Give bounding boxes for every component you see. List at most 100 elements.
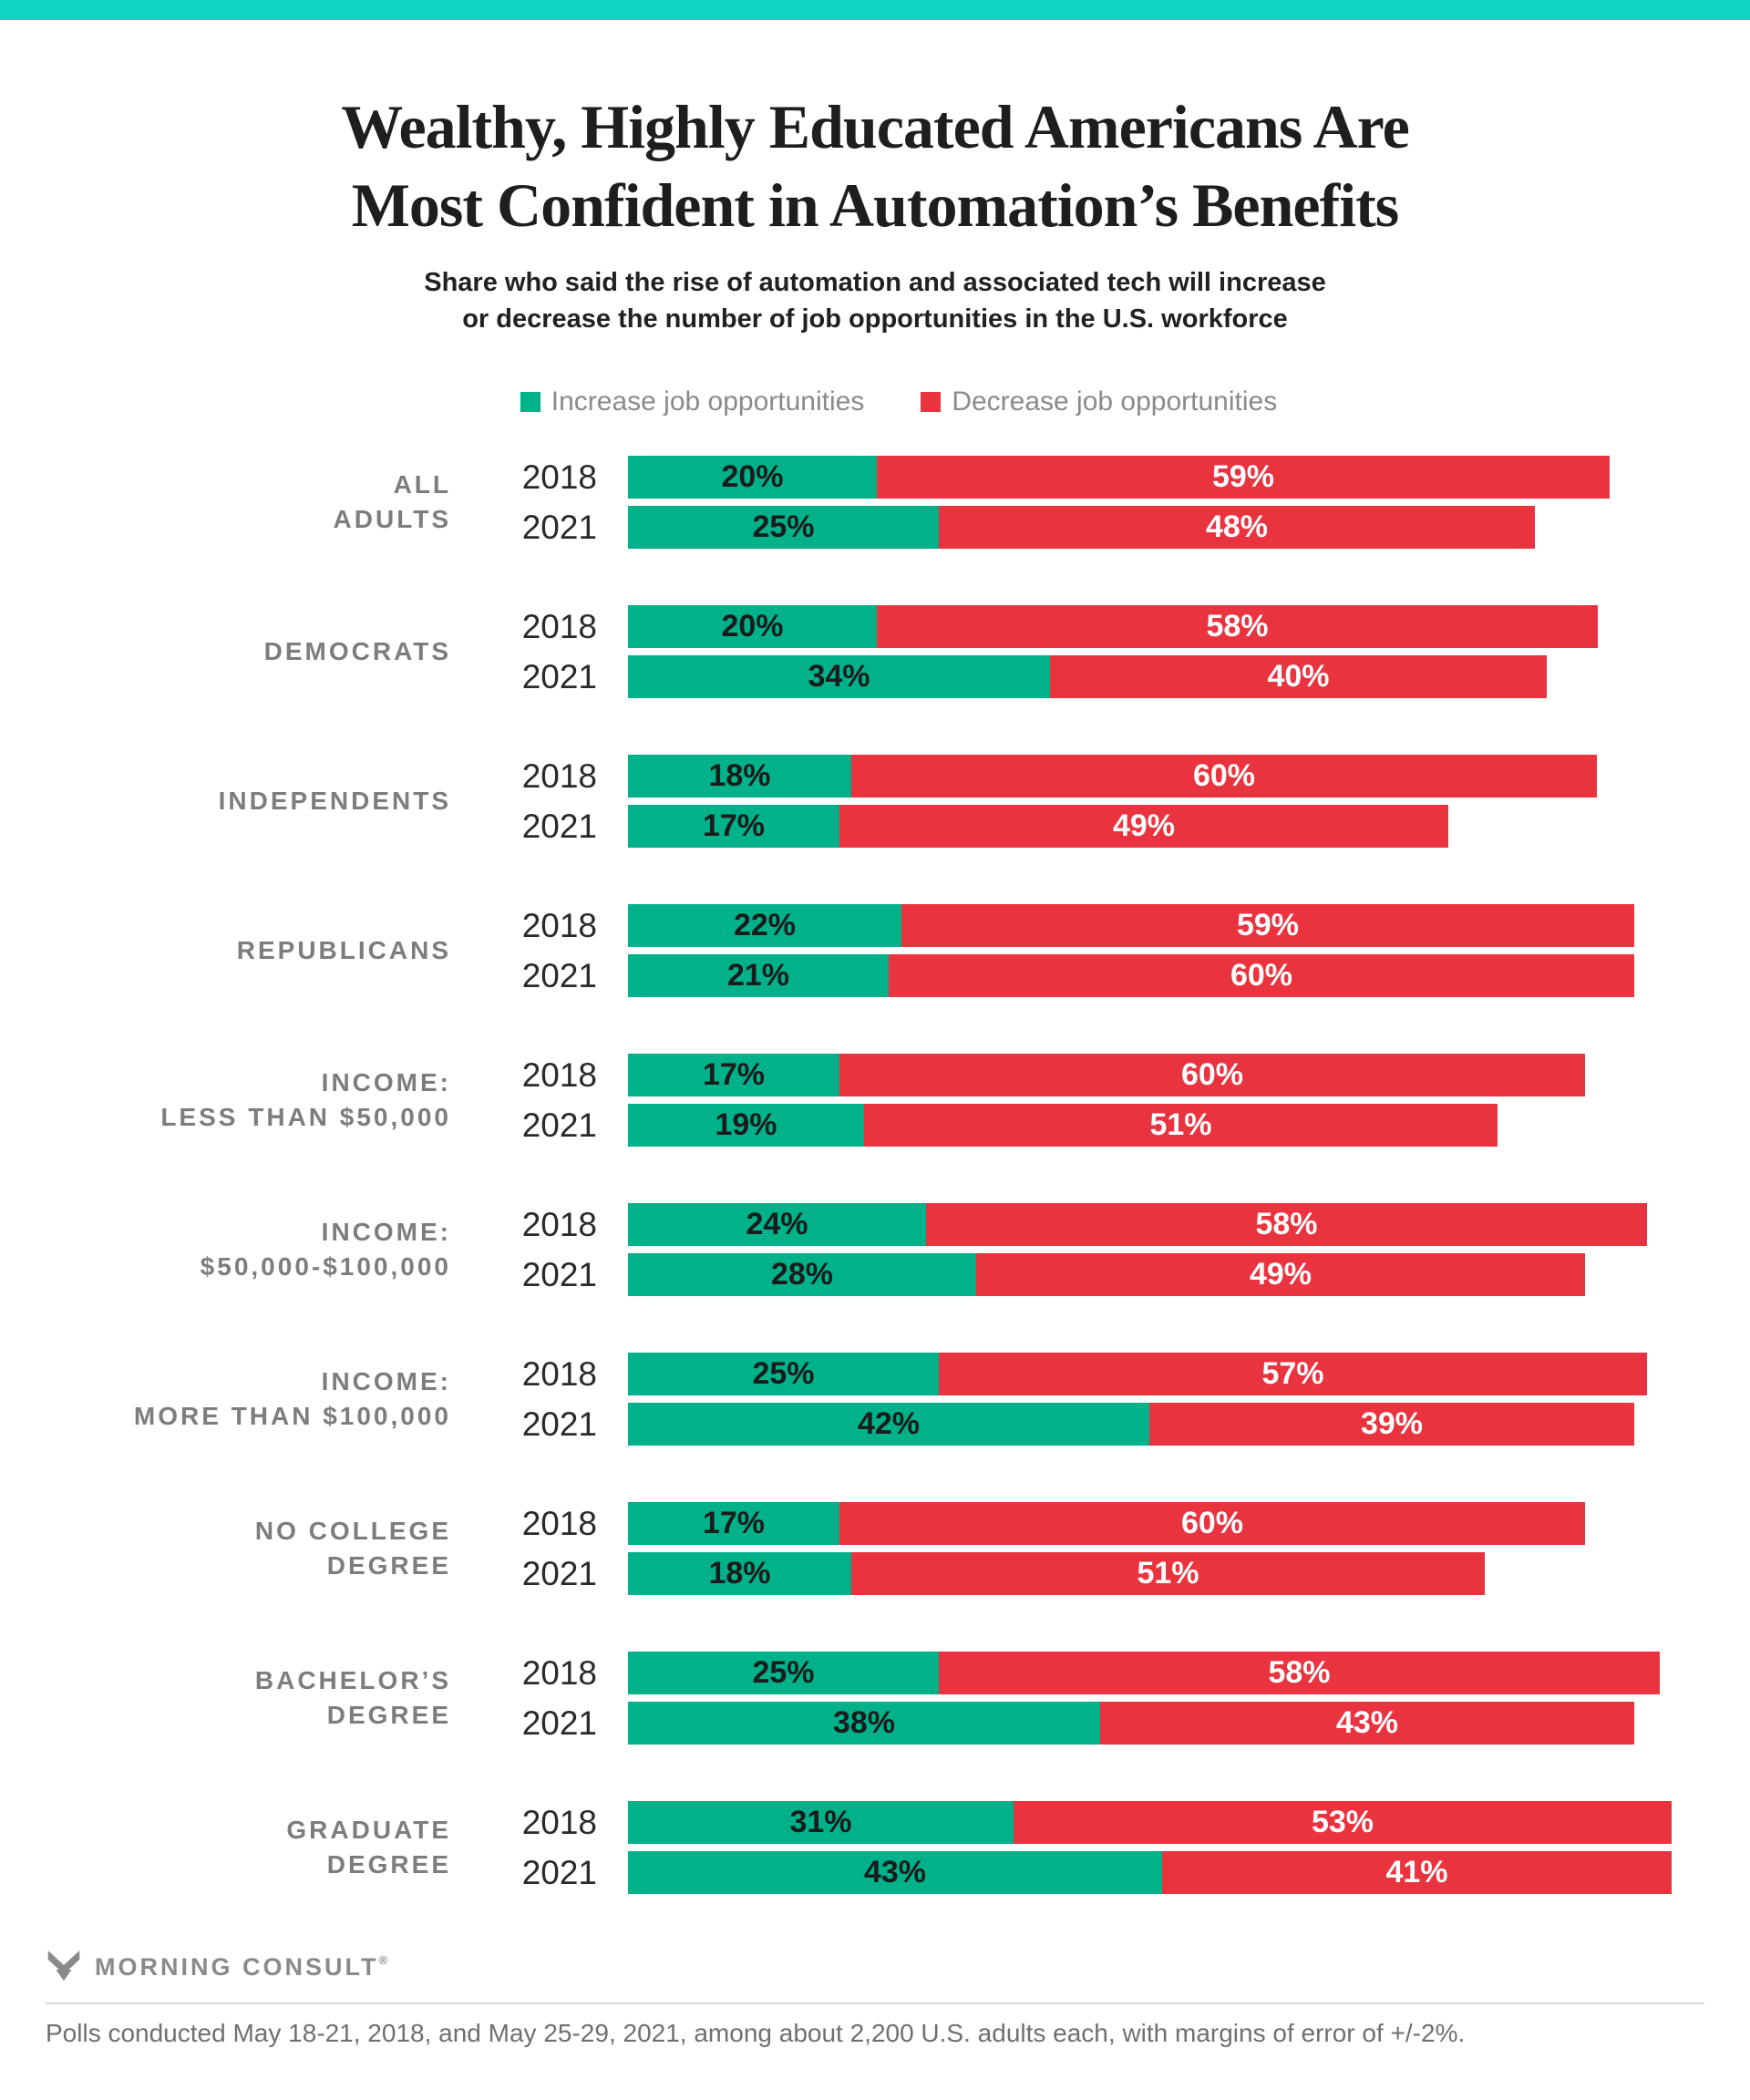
year-label: 2018 [521,607,597,645]
group-rows: 2018 25% 57% 2021 42% 39% [451,1353,1750,1446]
decrease-bar-segment: 51% [851,1552,1485,1595]
year-label: 2018 [521,757,597,795]
chart-group: INCOME: LESS THAN $50,000 2018 17% 60% 2021 19… [0,1054,1750,1147]
bar-row: 2021 18% 51% [451,1552,1750,1595]
year-label: 2021 [521,807,597,845]
decrease-bar-segment: 43% [1100,1702,1634,1745]
year-label: 2021 [521,1106,597,1144]
page-subtitle-line2: or decrease the number of job opportunit… [462,304,1288,334]
registered-mark: ® [378,1953,391,1967]
methodology-note: Polls conducted May 18-21, 2018, and May… [46,2019,1466,2047]
increase-bar-segment: 28% [628,1253,976,1296]
group-rows: 2018 17% 60% 2021 19% 51% [451,1054,1750,1147]
group-label-line: $50,000-$100,000 [200,1252,451,1281]
increase-bar-segment: 25% [628,1652,939,1694]
decrease-bar-segment: 58% [939,1652,1660,1694]
legend-label-increase: Increase job opportunities [551,386,865,417]
increase-bar-segment: 21% [628,954,889,997]
decrease-bar-segment: 49% [976,1253,1585,1296]
increase-bar-segment: 34% [628,655,1050,698]
group-label-line: MORE THAN $100,000 [133,1402,451,1430]
group-label: REPUBLICANS [0,933,451,968]
bar-row: 2021 43% 41% [451,1851,1750,1894]
group-label-line: ALL [393,470,451,499]
decrease-bar-segment: 48% [939,506,1535,549]
year-label: 2021 [521,1853,597,1891]
increase-bar-segment: 22% [628,904,901,947]
chart-group: REPUBLICANS 2018 22% 59% 2021 21% 60% [0,904,1750,997]
year-label: 2021 [521,1554,597,1592]
page-title-line1: Wealthy, Highly Educated Americans Are [341,92,1410,161]
decrease-bar-segment: 49% [839,805,1448,848]
bar-row: 2018 22% 59% [451,904,1750,947]
increase-swatch-icon [520,392,540,412]
group-rows: 2018 17% 60% 2021 18% 51% [451,1502,1750,1595]
group-rows: 2018 24% 58% 2021 28% 49% [451,1203,1750,1296]
decrease-bar-segment: 57% [939,1353,1647,1395]
chart-group: INDEPENDENTS 2018 18% 60% 2021 17% 49% [0,755,1750,848]
group-label-line: INCOME: [321,1218,451,1246]
group-label-line: DEGREE [326,1701,451,1729]
bar-row: 2021 28% 49% [451,1253,1750,1296]
year-label: 2018 [521,1205,597,1243]
bar-row: 2018 17% 60% [451,1502,1750,1545]
bar-row: 2018 24% 58% [451,1203,1750,1246]
group-label-line: DEMOCRATS [263,637,451,665]
legend: Increase job opportunities Decrease job … [24,386,1750,417]
decrease-bar-segment: 41% [1162,1851,1672,1894]
bar-row: 2021 42% 39% [451,1403,1750,1446]
page-subtitle-line1: Share who said the rise of automation an… [424,268,1326,297]
decrease-bar-segment: 58% [926,1203,1647,1246]
decrease-bar-segment: 60% [851,755,1597,798]
increase-bar-segment: 20% [628,605,877,648]
year-label: 2021 [521,657,597,695]
page-title-line2: Most Confident in Automation’s Benefits [351,170,1400,240]
group-label-line: NO COLLEGE [254,1517,451,1545]
bar-row: 2021 17% 49% [451,805,1750,848]
legend-item-decrease: Decrease job opportunities [921,386,1277,417]
group-label: GRADUATE DEGREE [0,1813,451,1882]
group-label-line: DEGREE [326,1850,451,1879]
year-label: 2021 [521,508,597,546]
group-label-line: GRADUATE [286,1816,451,1844]
year-label: 2018 [521,906,597,944]
bar-row: 2018 20% 58% [451,605,1750,648]
bar-row: 2021 34% 40% [451,655,1750,698]
increase-bar-segment: 18% [628,1552,851,1595]
chart-group: INCOME: MORE THAN $100,000 2018 25% 57% 2021 4… [0,1353,1750,1446]
decrease-bar-segment: 53% [1014,1801,1672,1844]
chart-group: INCOME: $50,000-$100,000 2018 24% 58% 2021 28%… [0,1203,1750,1296]
group-label-line: REPUBLICANS [236,936,451,964]
group-label: INCOME: $50,000-$100,000 [0,1215,451,1284]
group-label-line: DEGREE [326,1551,451,1580]
increase-bar-segment: 17% [628,1502,839,1545]
group-rows: 2018 18% 60% 2021 17% 49% [451,755,1750,848]
group-rows: 2018 25% 58% 2021 38% 43% [451,1652,1750,1745]
decrease-bar-segment: 59% [877,456,1610,499]
year-label: 2021 [521,956,597,994]
decrease-bar-segment: 60% [889,954,1634,997]
increase-bar-segment: 24% [628,1203,926,1246]
decrease-bar-segment: 60% [839,1054,1585,1096]
year-label: 2018 [521,1653,597,1692]
group-label: INCOME: MORE THAN $100,000 [0,1364,451,1434]
decrease-bar-segment: 59% [901,904,1634,947]
bar-row: 2018 20% 59% [451,456,1750,499]
group-label-line: BACHELOR’S [254,1666,451,1694]
bar-row: 2021 25% 48% [451,506,1750,549]
legend-item-increase: Increase job opportunities [520,386,865,417]
increase-bar-segment: 25% [628,1353,939,1395]
decrease-bar-segment: 39% [1149,1403,1634,1446]
brand-name: MORNING CONSULT® [95,1953,391,1981]
group-label-line: INCOME: [321,1068,451,1096]
group-label: NO COLLEGE DEGREE [0,1514,451,1583]
year-label: 2021 [521,1405,597,1443]
group-label-line: INDEPENDENTS [218,787,451,815]
stacked-bar-chart: ALL ADULTS 2018 20% 59% 2021 25% 48% DEMOCRATS 20… [0,456,1750,1894]
increase-bar-segment: 19% [628,1104,864,1147]
year-label: 2018 [521,1354,597,1393]
increase-bar-segment: 43% [628,1851,1162,1894]
bar-row: 2018 25% 58% [451,1652,1750,1694]
group-rows: 2018 22% 59% 2021 21% 60% [451,904,1750,997]
increase-bar-segment: 31% [628,1801,1014,1844]
